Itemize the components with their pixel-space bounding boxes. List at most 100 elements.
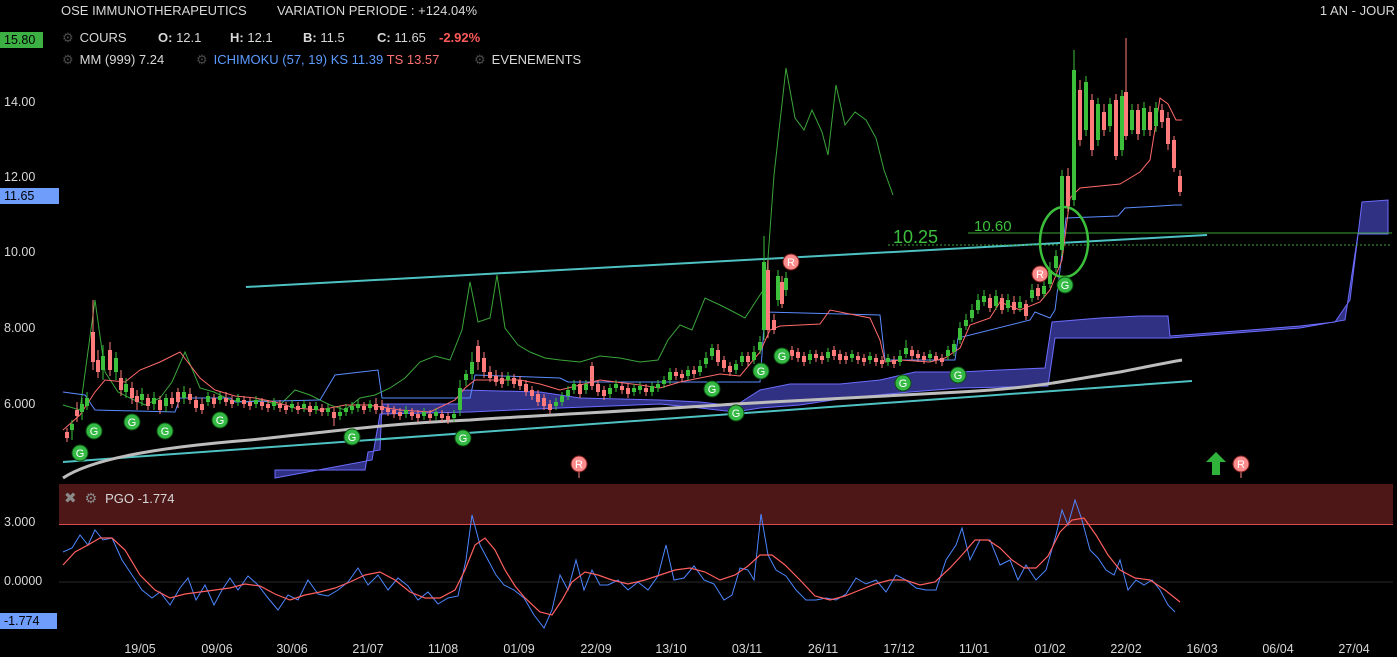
- event-marker-g[interactable]: [727, 404, 745, 422]
- candle-body: [320, 408, 324, 412]
- candle-body: [772, 320, 776, 330]
- event-marker-g[interactable]: [703, 380, 721, 398]
- candle-body: [212, 398, 216, 404]
- candle-body: [374, 404, 378, 410]
- gear-icon[interactable]: ⚙: [62, 52, 74, 67]
- legend-cours[interactable]: ⚙ COURS: [62, 30, 127, 46]
- period-selector[interactable]: 1 AN - JOUR: [1319, 3, 1395, 18]
- event-marker-r[interactable]: [570, 455, 588, 473]
- event-marker-g[interactable]: [752, 362, 770, 380]
- legend-ichimoku[interactable]: ⚙ ICHIMOKU (57, 19) KS 11.39 TS 13.57: [196, 52, 440, 67]
- candle-body: [278, 404, 282, 408]
- candle-body: [200, 404, 204, 410]
- candle-body: [802, 356, 806, 362]
- event-marker-g[interactable]: [71, 444, 89, 462]
- candle-body: [692, 370, 696, 374]
- candle-body: [1124, 92, 1128, 136]
- event-marker-r[interactable]: [782, 253, 800, 271]
- candle-body: [820, 356, 824, 360]
- event-marker-g[interactable]: [85, 422, 103, 440]
- candle-body: [766, 270, 770, 330]
- candle-body: [410, 412, 414, 416]
- candle-body: [1030, 290, 1034, 298]
- gear-icon[interactable]: ⚙: [474, 52, 486, 67]
- gear-icon[interactable]: ⚙: [196, 52, 208, 67]
- event-marker-g[interactable]: [211, 411, 229, 429]
- close-icon[interactable]: ✖: [64, 490, 77, 507]
- candle-body: [70, 424, 74, 430]
- x-tick: 17/12: [883, 642, 915, 656]
- candle-body: [146, 398, 150, 406]
- candle-body: [392, 410, 396, 414]
- last-price-tag: 11.65: [0, 188, 59, 204]
- lower-trendline: [62, 380, 1193, 463]
- up-arrow-icon[interactable]: [1206, 452, 1226, 475]
- event-marker-g[interactable]: [773, 347, 791, 365]
- legend-open: O: 12.1: [158, 30, 202, 45]
- candle-body: [440, 414, 444, 418]
- x-tick: 01/09: [503, 642, 535, 656]
- candle-body: [470, 362, 474, 374]
- candle-body: [446, 416, 450, 420]
- candle-body: [124, 384, 128, 392]
- candle-body: [398, 412, 402, 416]
- event-marker-g-label: G: [90, 426, 99, 438]
- candle-body: [1066, 176, 1070, 206]
- gear-icon[interactable]: ⚙: [62, 30, 74, 45]
- y-tick: 12.00: [4, 170, 36, 184]
- event-marker-g-label: G: [954, 370, 963, 382]
- candle-body: [362, 406, 366, 410]
- candle-body: [898, 356, 902, 362]
- candle-body: [80, 404, 84, 412]
- legend-change: -2.92%: [439, 30, 481, 45]
- candle-body: [758, 342, 762, 350]
- candle-body: [108, 350, 112, 370]
- event-marker-g-label: G: [1061, 280, 1070, 292]
- event-marker-g[interactable]: [894, 374, 912, 392]
- event-marker-g-label: G: [216, 415, 225, 427]
- level-label-10-25: 10.25: [893, 227, 938, 247]
- candlesticks: [65, 38, 1182, 442]
- legend-events[interactable]: ⚙ EVENEMENTS: [474, 52, 582, 67]
- x-tick: 30/06: [276, 642, 308, 656]
- event-marker-g[interactable]: [1056, 276, 1074, 294]
- event-marker-g[interactable]: [454, 429, 472, 447]
- candle-body: [746, 356, 750, 362]
- candle-body: [1172, 140, 1176, 168]
- tenkan-line: [62, 97, 1182, 431]
- candle-body: [386, 408, 390, 412]
- candle-body: [572, 384, 576, 390]
- event-marker-g[interactable]: [156, 422, 174, 440]
- event-marker-g[interactable]: [949, 366, 967, 384]
- event-marker-r[interactable]: [1031, 265, 1049, 283]
- event-marker-g-label: G: [732, 408, 741, 420]
- x-tick: 21/07: [352, 642, 384, 656]
- candle-body: [566, 390, 570, 396]
- x-tick: 22/09: [580, 642, 612, 656]
- legend-mm[interactable]: ⚙ MM (999) 7.24: [62, 52, 165, 67]
- event-marker-g[interactable]: [343, 428, 361, 446]
- candle-body: [704, 358, 708, 364]
- candle-body: [194, 400, 198, 408]
- level-label-10-60: 10.60: [974, 218, 1012, 235]
- event-marker-g[interactable]: [123, 413, 141, 431]
- candle-body: [65, 432, 69, 438]
- candle-body: [856, 356, 860, 360]
- candle-body: [206, 396, 210, 402]
- candle-body: [536, 394, 540, 402]
- candle-body: [1102, 112, 1106, 130]
- candle-body: [1096, 104, 1100, 140]
- x-tick: 11/01: [958, 642, 990, 656]
- x-tick: 27/04: [1338, 642, 1370, 656]
- gear-icon[interactable]: ⚙: [84, 490, 98, 506]
- candle-body: [284, 406, 288, 410]
- candle-body: [578, 384, 582, 394]
- candle-body: [75, 410, 79, 416]
- candle-body: [524, 384, 528, 392]
- candle-body: [784, 278, 788, 290]
- candle-body: [614, 384, 618, 388]
- event-marker-r[interactable]: [1232, 455, 1250, 473]
